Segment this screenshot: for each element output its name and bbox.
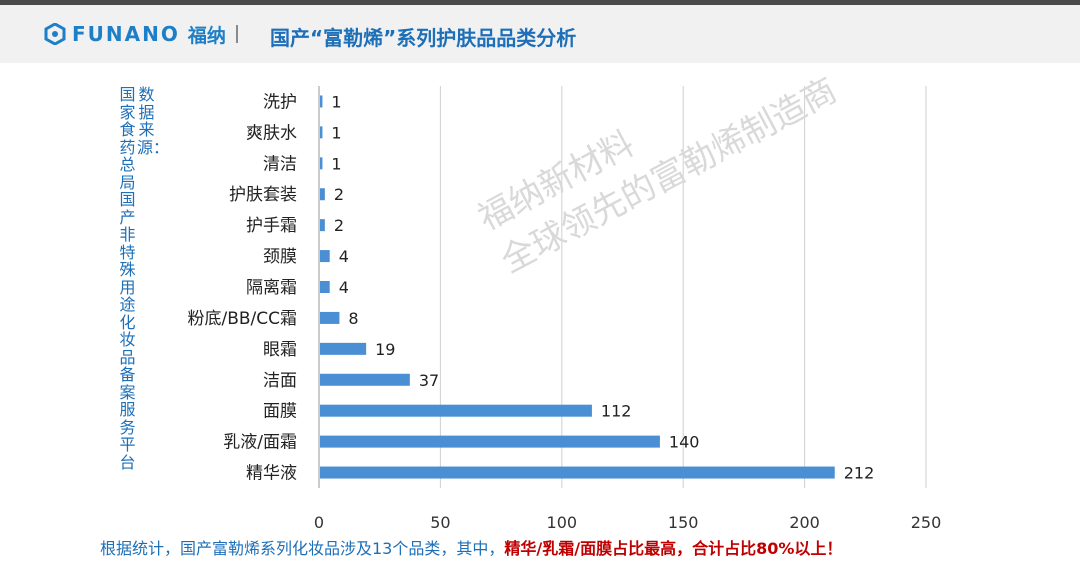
footer-highlight: 精华/乳霜/面膜占比最高，合计占比80%以上！ xyxy=(504,539,843,558)
category-label: 乳液/面霜 xyxy=(223,433,297,453)
category-label: 洁面 xyxy=(263,371,297,391)
category-label: 洗护 xyxy=(263,92,297,112)
brand-name-cn: 福纳 xyxy=(187,24,226,47)
category-label: 爽肤水 xyxy=(246,123,297,143)
bar xyxy=(320,281,330,293)
bar xyxy=(320,311,340,324)
category-label: 隔离霜 xyxy=(246,278,297,298)
data-label: 19 xyxy=(375,340,395,359)
bar xyxy=(320,95,323,108)
bar xyxy=(320,219,325,232)
data-label: 112 xyxy=(601,402,632,421)
x-tick-label: 0 xyxy=(314,513,324,532)
data-label: 4 xyxy=(339,247,349,266)
data-label: 1 xyxy=(331,123,341,142)
data-label: 1 xyxy=(331,92,341,111)
x-tick-label: 100 xyxy=(547,513,578,532)
data-label: 140 xyxy=(669,433,700,452)
data-label: 2 xyxy=(334,216,344,235)
bar xyxy=(320,404,592,417)
top-bar xyxy=(0,0,1080,5)
category-label: 面膜 xyxy=(263,402,297,422)
bar xyxy=(320,126,323,139)
bar xyxy=(320,435,660,448)
bar xyxy=(320,466,835,479)
header-band xyxy=(0,5,1080,63)
data-label: 4 xyxy=(339,278,349,297)
data-source-note: 数据来源： 国家食药总局国产非特殊用途化妆品备案服务平台 xyxy=(116,85,169,496)
category-label: 护肤套装 xyxy=(229,185,297,205)
x-tick-label: 200 xyxy=(789,513,820,532)
category-label: 清洁 xyxy=(263,154,297,174)
category-label: 精华液 xyxy=(246,464,297,484)
data-source-line-2: 国家食药总局国产非特殊用途化妆品备案服务平台 xyxy=(119,85,136,472)
bar xyxy=(320,157,323,170)
bar xyxy=(320,373,410,386)
x-tick-label: 50 xyxy=(430,513,450,532)
bar xyxy=(320,250,330,263)
data-label: 2 xyxy=(334,185,344,204)
data-label: 8 xyxy=(348,309,358,328)
x-tick-label: 250 xyxy=(911,513,942,532)
data-label: 212 xyxy=(844,464,875,483)
footer-summary: 根据统计，国产富勒烯系列化妆品涉及13个品类，其中，精华/乳霜/面膜占比最高，合… xyxy=(100,535,842,559)
header-separator xyxy=(235,25,238,43)
category-label: 护手霜 xyxy=(246,216,297,236)
category-label: 粉底/BB/CC霜 xyxy=(187,309,297,329)
category-label: 颈膜 xyxy=(263,247,297,267)
hexagon-logo-icon xyxy=(44,23,66,45)
page-title: 国产“富勒烯”系列护肤品品类分析 xyxy=(270,26,577,50)
brand-name: FUNANO xyxy=(72,22,180,46)
bar xyxy=(320,342,367,355)
data-label: 37 xyxy=(419,371,439,390)
x-tick-label: 150 xyxy=(668,513,699,532)
data-label: 1 xyxy=(331,154,341,173)
logo: FUNANO 福纳 xyxy=(44,21,238,47)
bar xyxy=(320,188,325,201)
category-label: 眼霜 xyxy=(263,340,297,360)
footer-text: 根据统计，国产富勒烯系列化妆品涉及13个品类，其中， xyxy=(100,539,505,558)
